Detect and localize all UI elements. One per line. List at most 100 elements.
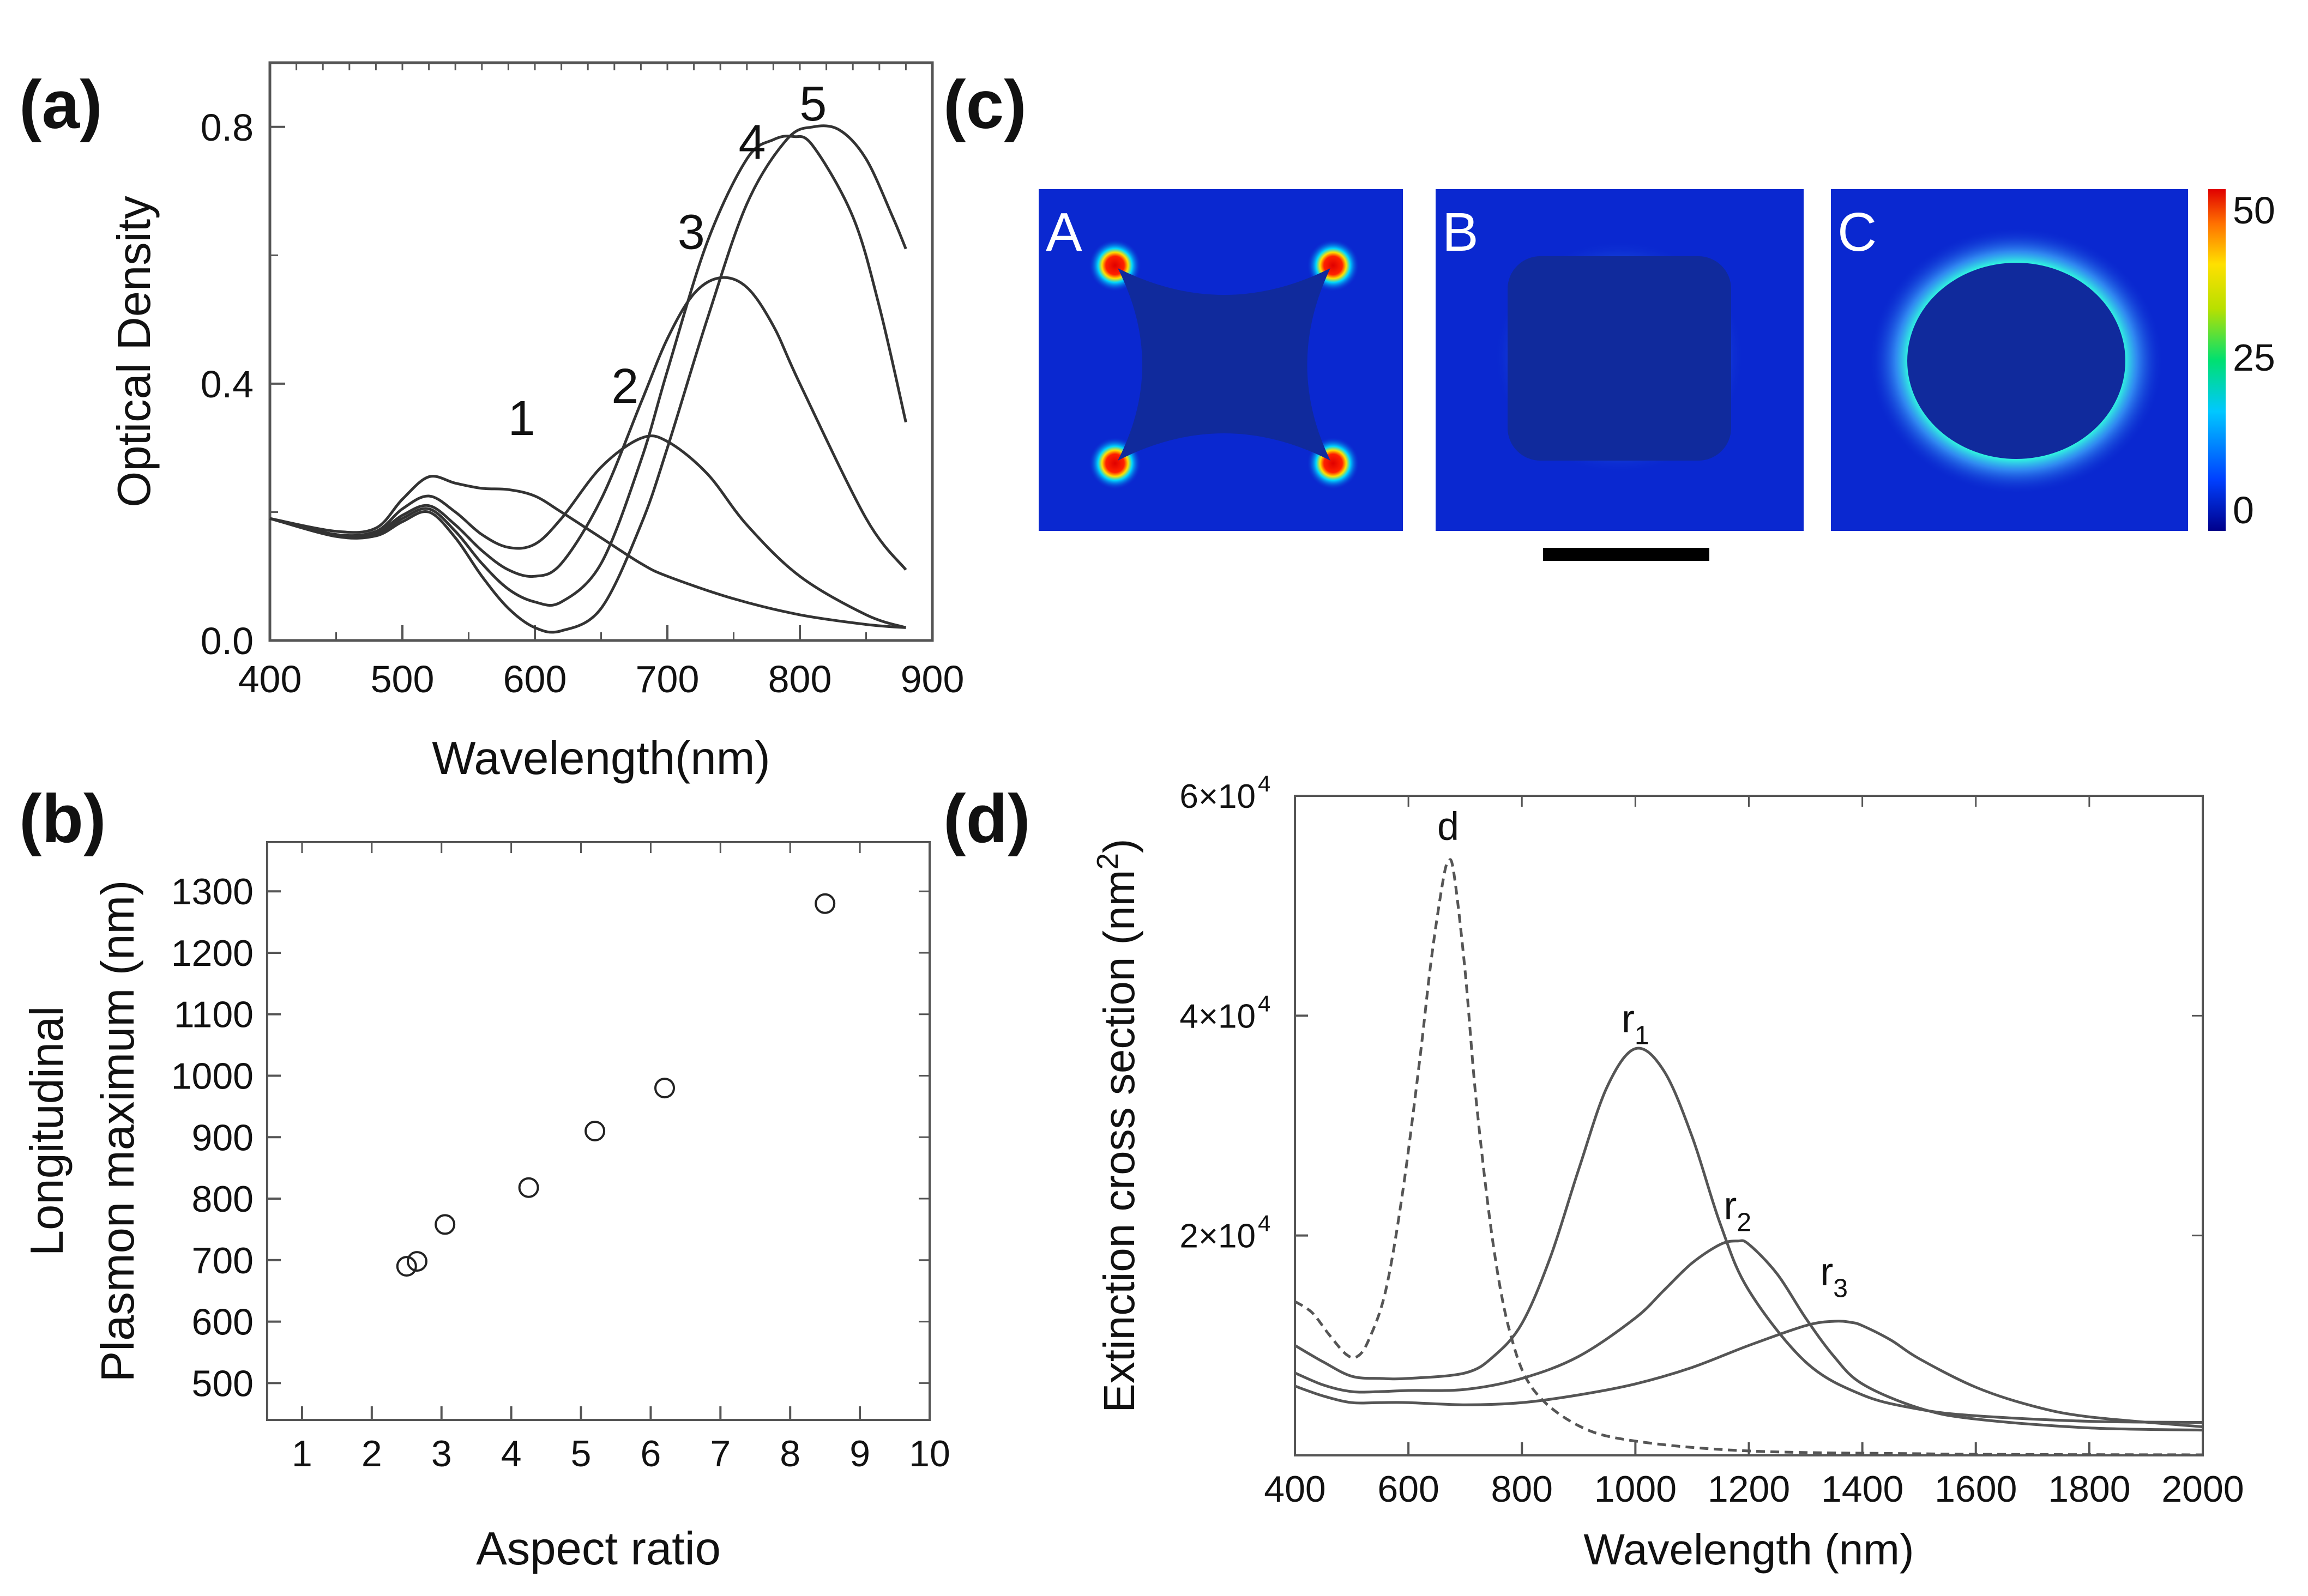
b-ytick-label-1000: 1000 [171,1056,254,1097]
b-ytick-label-800: 800 [192,1178,254,1220]
b-point-6 [815,893,836,914]
b-xtick-label-10: 10 [909,1433,950,1474]
d-curve-label-main-r1: r [1622,998,1635,1041]
d-ytick-label-60000: 6×10 [1179,778,1256,815]
d-curve-label-sub-r2: 2 [1737,1208,1751,1237]
b-ytick-label-1300: 1300 [171,871,254,912]
panel-b-ticks: 1 2 3 4 5 6 7 8 9 10 500 600 700 800 900 1000 1100 1200 13… [171,842,950,1474]
d-xtick-label-2000: 2000 [2161,1468,2244,1510]
b-xtick-label-8: 8 [780,1433,800,1474]
d-ytick-label-20000: 2×10 [1179,1218,1256,1255]
a-curve-label-3: 3 [678,205,705,260]
b-xtick-label-7: 7 [710,1433,731,1474]
b-ytick-label-900: 900 [192,1117,254,1158]
d-ytick-label-40000: 4×10 [1179,998,1256,1035]
b-ytick-label-600: 600 [192,1302,254,1343]
d-curve-label-d: d [1437,805,1459,849]
b-point-4 [584,1121,606,1141]
panel-d-y-axis-label-close: ) [1095,838,1143,853]
b-xtick-label-3: 3 [431,1433,452,1474]
d-ytick-exp-60000: 4 [1258,771,1270,796]
d-curve-label-r3: r3 [1820,1250,1848,1303]
field-map-a: A [1039,189,1403,531]
d-curve-label-sub-r1: 1 [1635,1021,1649,1050]
panel-d-y-axis-label-sup: 2 [1090,853,1124,870]
d-xtick-label-400: 400 [1264,1468,1325,1510]
d-curve-label-main-r3: r [1820,1250,1833,1293]
colorbar-tick-25: 25 [2233,336,2275,379]
a-xtick-label-800: 800 [768,658,832,700]
a-ytick-label-0.8: 0.8 [201,106,254,149]
a-curve-2 [269,434,907,629]
panel-a-label: (a) [19,67,103,143]
field-map-b: B [1436,189,1804,531]
field-map-c-letter: C [1837,202,1877,263]
d-xtick-label-600: 600 [1377,1468,1439,1510]
a-xtick-label-600: 600 [503,658,567,700]
d-curve-d [1294,858,2203,1456]
circle-particle [1907,263,2125,459]
b-ytick-label-1100: 1100 [174,994,254,1036]
a-curve-label-4: 4 [738,116,766,170]
panel-b-y-axis-label-line1: Longitudinal [21,1006,73,1256]
d-ytick-exp-20000: 4 [1258,1211,1270,1236]
rounded-square-particle [1508,256,1731,461]
colorbar-tick-0: 0 [2233,489,2254,531]
panel-d-extinction-chart: (d) 400 600 800 1000 1200 1400 1600 1800 2000 2×1… [943,771,2244,1574]
panel-d-y-axis-label-main: Extinction cross section (nm [1095,870,1143,1413]
d-curve-label-main-d: d [1437,805,1459,849]
colorbar-gradient [2208,189,2226,531]
d-curve-label-r1: r1 [1622,998,1649,1050]
a-curve-3 [269,276,907,578]
panel-c-field-maps: (c) A B C 50 25 [943,67,2275,561]
panel-a-plot-frame [268,61,934,642]
b-point-1 [406,1251,427,1272]
b-ytick-label-1200: 1200 [171,933,254,974]
b-ytick-label-700: 700 [192,1240,254,1281]
b-point-3 [518,1177,539,1198]
a-xtick-label-700: 700 [636,658,700,700]
d-curve-label-sub-r3: 3 [1833,1274,1848,1303]
a-xtick-label-900: 900 [901,658,965,700]
concave-square-particle [1118,268,1330,461]
scale-bar [1543,548,1709,561]
a-curve-label-2: 2 [611,359,638,414]
b-xtick-label-6: 6 [641,1433,661,1474]
a-ytick-label-0.4: 0.4 [201,363,254,406]
colorbar: 50 25 0 [2208,189,2275,531]
b-xtick-label-4: 4 [501,1433,522,1474]
a-curve-1 [269,475,906,629]
d-curve-r3 [1294,1320,2203,1429]
d-xtick-label-1400: 1400 [1821,1468,1903,1510]
b-xtick-label-2: 2 [361,1433,382,1474]
panel-a-x-axis-label: Wavelength(nm) [432,733,770,784]
d-xtick-label-1600: 1600 [1935,1468,2017,1510]
field-map-b-letter: B [1442,202,1479,263]
b-xtick-label-9: 9 [849,1433,870,1474]
panel-b-scatter-chart: (b) 1 2 3 4 5 6 7 8 9 10 500 600 700 800 900 1000 1100 12… [19,781,950,1575]
b-xtick-label-5: 5 [571,1433,592,1474]
a-curve-5 [269,124,907,634]
panel-d-x-axis-label: Wavelength (nm) [1583,1525,1914,1574]
d-xtick-label-1000: 1000 [1594,1468,1677,1510]
panel-b-x-axis-label: Aspect ratio [476,1523,721,1575]
a-xtick-label-500: 500 [371,658,435,700]
b-point-0 [396,1256,417,1277]
d-curve-label-r2: r2 [1724,1184,1751,1237]
d-curve-r2 [1294,1239,2203,1432]
d-xtick-label-800: 800 [1491,1468,1553,1510]
panel-b-plot-frame [266,841,931,1421]
b-point-5 [654,1078,675,1099]
d-curve-label-main-r2: r [1724,1184,1737,1228]
panel-b-label: (b) [19,781,106,857]
d-xtick-label-1200: 1200 [1708,1468,1790,1510]
a-xtick-label-400: 400 [238,658,302,700]
b-point-2 [435,1214,456,1235]
field-map-a-letter: A [1046,202,1082,263]
a-ytick-label-0.0: 0.0 [201,620,254,662]
panel-d-plot-frame [1294,795,2204,1456]
panel-a-curves: 1 2 345 [269,77,907,634]
a-curve-label-1: 1 [508,391,535,446]
